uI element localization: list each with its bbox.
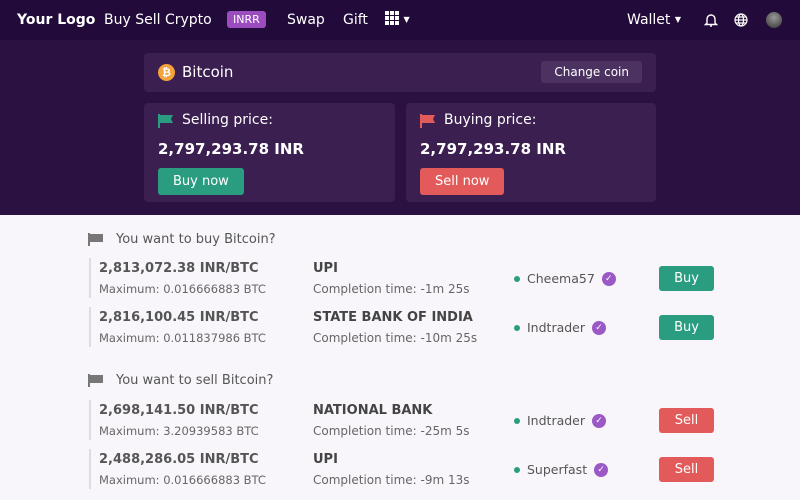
offer-max: Maximum: 0.016666883 BTC: [99, 282, 266, 296]
nav-swap[interactable]: Swap: [287, 12, 325, 28]
online-status-icon: [514, 275, 520, 282]
bell-icon[interactable]: [703, 12, 719, 32]
selling-price-label: Selling price:: [182, 112, 273, 128]
section-title: You want to buy Bitcoin?: [116, 232, 276, 247]
selling-price-value: 2,797,293.78 INR: [158, 140, 304, 158]
payment-method: UPI: [313, 261, 338, 276]
offer-price: 2,813,072.38 INR/BTC: [99, 261, 259, 276]
chevron-down-icon: ▼: [674, 15, 682, 24]
buy-now-button[interactable]: Buy now: [158, 168, 244, 195]
coin-card: ₿ Bitcoin Change coin: [144, 53, 656, 92]
grid-icon: [385, 11, 399, 25]
inrr-badge[interactable]: INRR: [227, 11, 266, 28]
flag-icon: [420, 114, 435, 128]
payment-method: STATE BANK OF INDIA: [313, 310, 473, 325]
buying-price-label: Buying price:: [444, 112, 537, 128]
trader[interactable]: Cheema57 ✓: [514, 271, 616, 286]
offer-row: 2,488,286.05 INR/BTC Maximum: 0.01666688…: [89, 449, 719, 489]
trader[interactable]: Superfast ✓: [514, 462, 609, 477]
offer-price: 2,698,141.50 INR/BTC: [99, 403, 259, 418]
completion-time: Completion time: -10m 25s: [313, 331, 478, 345]
bitcoin-icon: ₿: [158, 64, 175, 81]
section-title: You want to sell Bitcoin?: [116, 373, 274, 388]
offer-price: 2,816,100.45 INR/BTC: [99, 310, 259, 325]
completion-time: Completion time: -25m 5s: [313, 424, 470, 438]
offer-price: 2,488,286.05 INR/BTC: [99, 452, 259, 467]
top-navbar: Your Logo Buy Sell Crypto INRR Swap Gift…: [0, 0, 800, 40]
buy-button[interactable]: Buy: [659, 266, 714, 291]
selling-price-card: Selling price: 2,797,293.78 INR Buy now: [144, 103, 395, 202]
flag-icon: [158, 114, 173, 128]
coin-name: Bitcoin: [182, 63, 234, 81]
trader-name: Cheema57: [527, 271, 595, 286]
trader[interactable]: Indtrader ✓: [514, 320, 607, 335]
offer-max: Maximum: 0.011837986 BTC: [99, 331, 266, 345]
completion-time: Completion time: -1m 25s: [313, 282, 470, 296]
flag-icon: [88, 374, 103, 387]
sell-button[interactable]: Sell: [659, 457, 714, 482]
offer-row: 2,816,100.45 INR/BTC Maximum: 0.01183798…: [89, 307, 719, 347]
online-status-icon: [514, 466, 520, 473]
nav-gift[interactable]: Gift: [343, 12, 368, 28]
verified-icon: ✓: [592, 413, 607, 428]
nav-buy-sell-crypto[interactable]: Buy Sell Crypto: [104, 12, 212, 28]
trader[interactable]: Indtrader ✓: [514, 413, 607, 428]
globe-icon[interactable]: [734, 13, 748, 31]
change-coin-button[interactable]: Change coin: [541, 61, 642, 83]
online-status-icon: [514, 417, 520, 424]
completion-time: Completion time: -9m 13s: [313, 473, 470, 487]
wallet-label: Wallet: [627, 12, 671, 28]
verified-icon: ✓: [594, 462, 609, 477]
offer-row: 2,813,072.38 INR/BTC Maximum: 0.01666688…: [89, 258, 719, 298]
sell-section-heading: You want to sell Bitcoin?: [88, 373, 273, 388]
hero-section: ₿ Bitcoin Change coin Selling price: 2,7…: [0, 40, 800, 215]
wallet-menu[interactable]: Wallet ▼: [627, 12, 681, 28]
sell-now-button[interactable]: Sell now: [420, 168, 505, 195]
trader-name: Superfast: [527, 462, 588, 477]
buying-price-card: Buying price: 2,797,293.78 INR Sell now: [406, 103, 656, 202]
trader-name: Indtrader: [527, 320, 586, 335]
chevron-down-icon: ▼: [403, 15, 410, 24]
trader-name: Indtrader: [527, 413, 586, 428]
verified-icon: ✓: [592, 320, 607, 335]
buying-price-value: 2,797,293.78 INR: [420, 140, 566, 158]
payment-method: UPI: [313, 452, 338, 467]
logo[interactable]: Your Logo: [17, 12, 96, 28]
apps-menu[interactable]: ▼: [385, 11, 410, 29]
online-status-icon: [514, 324, 520, 331]
payment-method: NATIONAL BANK: [313, 403, 433, 418]
buy-button[interactable]: Buy: [659, 315, 714, 340]
offer-max: Maximum: 3.20939583 BTC: [99, 424, 259, 438]
offer-row: 2,698,141.50 INR/BTC Maximum: 3.20939583…: [89, 400, 719, 440]
sell-button[interactable]: Sell: [659, 408, 714, 433]
flag-icon: [88, 233, 103, 246]
avatar[interactable]: [766, 12, 782, 28]
verified-icon: ✓: [601, 271, 616, 286]
offer-max: Maximum: 0.016666883 BTC: [99, 473, 266, 487]
buy-section-heading: You want to buy Bitcoin?: [88, 232, 276, 247]
